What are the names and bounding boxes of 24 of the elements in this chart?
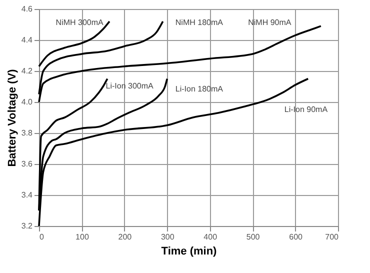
series-label: NiMH 300mA: [56, 18, 104, 27]
x-tick-label: 0: [40, 232, 44, 242]
x-axis-title: Time (min): [161, 246, 218, 258]
x-tick-label: 100: [76, 232, 90, 242]
series-label: Li-Ion 180mA: [175, 84, 224, 94]
y-tick-label: 4.4: [21, 36, 34, 44]
y-tick-label: 3.4: [21, 190, 34, 200]
y-tick-label: 3.8: [21, 128, 34, 138]
x-tick-label: 400: [204, 232, 218, 242]
x-tick-label: 700: [325, 232, 340, 242]
series-label: NiMH 90mA: [248, 18, 292, 27]
series-label: Li-Ion 90mA: [284, 104, 328, 114]
x-tick-label: 500: [246, 232, 260, 242]
y-axis-title: Battery Voltage (V): [6, 68, 18, 167]
y-tick-label: 3.6: [21, 160, 34, 168]
y-tick-label: 4.6: [21, 4, 34, 14]
series-label: NiMH 180mA: [175, 18, 224, 27]
series-label: Li-Ion 300mA: [106, 82, 154, 90]
y-tick-label: 4.2: [21, 66, 34, 76]
y-tick-label: 3.2: [21, 222, 34, 230]
x-tick-label: 300: [160, 232, 175, 242]
x-tick-label: 200: [118, 232, 132, 242]
y-tick-label: 4.0: [21, 98, 34, 106]
x-tick-label: 600: [289, 232, 304, 242]
